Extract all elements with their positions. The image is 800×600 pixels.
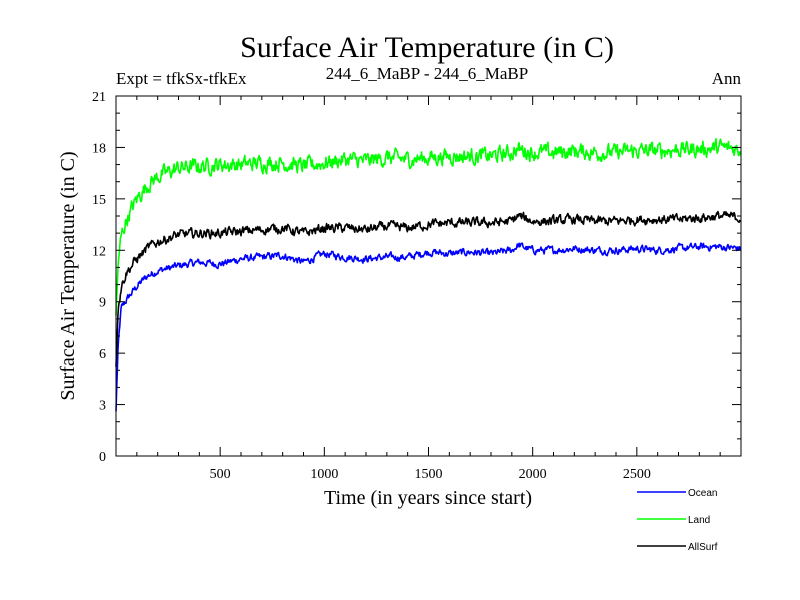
x-tick-label: 1000 [310, 467, 338, 482]
y-tick-label: 15 [92, 193, 106, 208]
series-line-ocean [115, 242, 742, 412]
plot-frame [115, 95, 742, 457]
legend-label-ocean: Ocean [688, 488, 717, 499]
series-layer [115, 138, 742, 412]
y-axis-label: Surface Air Temperature (in C) [57, 151, 79, 400]
legend-label-allsurf: AllSurf [688, 542, 718, 553]
series-line-land [115, 138, 742, 316]
y-tick-label: 12 [92, 244, 106, 259]
x-tick-label: 1500 [415, 467, 443, 482]
chart-subtitle-center: 244_6_MaBP - 244_6_MaBP [326, 64, 528, 83]
chart-subtitle-right: Ann [712, 69, 742, 88]
y-tick-label: 21 [92, 90, 106, 105]
x-tick-label: 500 [210, 467, 231, 482]
x-tick-label: 2500 [623, 467, 651, 482]
y-tick-label: 0 [99, 450, 106, 465]
chart-title: Surface Air Temperature (in C) [240, 31, 614, 64]
series-line-allsurf [115, 210, 742, 367]
y-tick-label: 9 [99, 296, 106, 311]
legend-label-land: Land [688, 515, 710, 526]
x-axis-label: Time (in years since start) [324, 487, 532, 509]
chart-subtitle-left: Expt = tfkSx-tfkEx [116, 69, 247, 88]
y-tick-label: 3 [99, 399, 106, 414]
y-tick-label: 18 [92, 141, 106, 156]
legend: Ocean Land AllSurf [637, 488, 718, 553]
y-tick-label: 6 [99, 347, 106, 362]
x-tick-label: 2000 [519, 467, 547, 482]
